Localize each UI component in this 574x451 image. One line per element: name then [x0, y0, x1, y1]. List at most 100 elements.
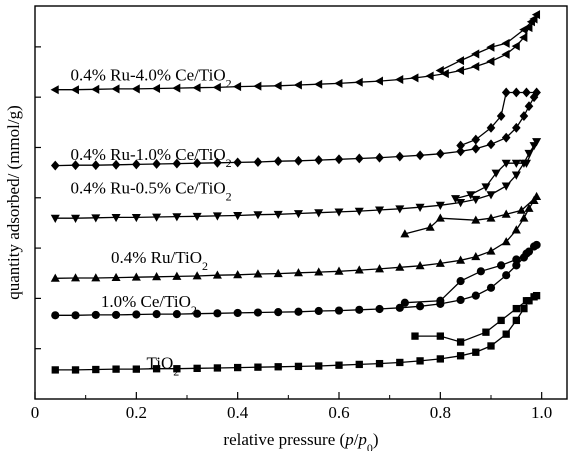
triangle-up-marker: [511, 225, 521, 234]
triangle-left-marker: [455, 56, 465, 66]
circle-marker: [436, 296, 445, 305]
diamond-marker: [152, 159, 161, 169]
triangle-down-marker: [314, 209, 324, 218]
triangle-left-marker: [501, 38, 510, 48]
diamond-marker: [501, 87, 511, 98]
series-label: 0.4% Ru-4.0% Ce/TiO2: [70, 66, 231, 91]
diamond-marker: [91, 160, 101, 171]
triangle-left-marker: [486, 56, 495, 66]
diamond-marker: [395, 151, 405, 162]
circle-marker: [274, 308, 283, 317]
diamond-marker: [233, 157, 242, 168]
square-marker: [71, 366, 80, 374]
triangle-left-marker: [511, 41, 520, 51]
triangle-up-marker: [111, 272, 121, 282]
triangle-down-marker: [486, 191, 496, 200]
triangle-left-marker: [519, 25, 528, 35]
diamond-marker: [354, 153, 364, 164]
square-marker: [294, 362, 303, 371]
triangle-down-marker: [481, 183, 491, 192]
triangle-up-marker: [516, 205, 526, 214]
circle-marker: [294, 307, 303, 316]
diamond-marker: [456, 146, 465, 157]
plot-border: [34, 5, 568, 400]
square-marker: [497, 316, 505, 325]
triangle-up-marker: [314, 267, 324, 276]
x-tick-label: 0.4: [227, 403, 249, 422]
circle-marker: [213, 309, 222, 318]
triangle-up-marker: [293, 268, 303, 277]
triangle-down-marker: [524, 149, 534, 159]
triangle-down-marker: [466, 191, 476, 200]
square-marker: [112, 365, 120, 373]
triangle-left-marker: [70, 85, 79, 95]
square-marker: [436, 355, 444, 363]
triangle-down-marker: [511, 159, 521, 168]
series-label: TiO2: [146, 353, 179, 378]
triangle-up-marker: [532, 191, 542, 201]
triangle-down-marker: [131, 213, 141, 223]
triangle-up-marker: [131, 272, 141, 281]
series-curves: [50, 10, 542, 374]
triangle-up-marker: [501, 209, 511, 218]
circle-marker: [532, 240, 541, 250]
diamond-marker: [456, 140, 465, 151]
triangle-down-marker: [471, 195, 481, 205]
diamond-marker: [213, 157, 222, 168]
square-marker: [482, 328, 490, 336]
triangle-up-marker: [354, 265, 364, 274]
circle-marker: [132, 310, 141, 319]
triangle-down-marker: [375, 206, 385, 215]
triangle-left-marker: [425, 71, 434, 81]
diamond-marker: [314, 155, 324, 166]
circle-marker: [512, 261, 521, 270]
triangle-up-marker: [435, 258, 445, 267]
square-marker: [132, 365, 140, 373]
circle-marker: [334, 306, 344, 315]
diamond-marker: [132, 159, 141, 170]
triangle-down-marker: [521, 159, 531, 168]
triangle-down-marker: [253, 211, 263, 220]
triangle-down-marker: [501, 182, 511, 191]
triangle-up-marker: [91, 273, 101, 282]
triangle-left-marker: [172, 83, 181, 93]
triangle-left-marker: [111, 84, 120, 94]
circle-marker: [512, 255, 521, 264]
series-0: [50, 10, 541, 95]
triangle-up-marker: [486, 213, 496, 222]
x-tick-label: 1.0: [531, 403, 552, 422]
square-marker: [193, 364, 201, 373]
circle-marker: [172, 310, 181, 319]
triangle-down-marker: [501, 159, 511, 168]
square-marker: [416, 357, 424, 365]
triangle-down-marker: [293, 210, 303, 219]
square-marker: [532, 291, 541, 300]
triangle-left-marker: [455, 65, 465, 75]
triangle-up-marker: [471, 252, 481, 261]
triangle-down-marker: [532, 138, 542, 147]
triangle-up-marker: [233, 270, 243, 279]
triangle-up-marker: [334, 266, 344, 275]
square-marker: [512, 316, 520, 325]
diamond-marker: [334, 154, 344, 165]
series-labels: 0.4% Ru-4.0% Ce/TiO2 0.4% Ru-1.0% Ce/TiO2…: [70, 66, 231, 379]
series-5: [51, 291, 541, 374]
triangle-down-marker: [71, 214, 81, 223]
triangle-left-marker: [273, 81, 282, 91]
circle-marker: [152, 310, 161, 319]
square-marker: [355, 360, 363, 369]
circle-marker: [415, 302, 425, 311]
x-axis-ticks: 0 0.2 0.4 0.6 0.8 1.0: [31, 46, 552, 422]
triangle-up-marker: [375, 264, 385, 273]
square-marker: [456, 352, 465, 360]
triangle-up-marker: [212, 270, 222, 279]
triangle-left-marker: [471, 49, 480, 59]
triangle-left-marker: [374, 76, 383, 86]
triangle-down-marker: [91, 214, 101, 223]
circle-marker: [355, 305, 364, 314]
square-marker: [512, 304, 520, 313]
triangle-left-marker: [293, 80, 302, 90]
square-marker: [254, 363, 262, 371]
square-marker: [436, 332, 444, 340]
diamond-marker: [486, 139, 496, 150]
